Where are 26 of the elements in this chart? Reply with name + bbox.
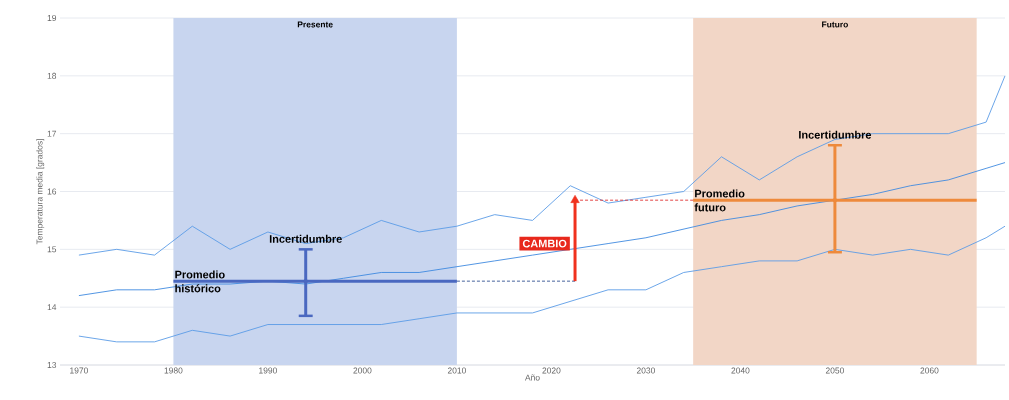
y-tick-label: 13 [47, 362, 57, 368]
x-tick-label: 2030 [636, 367, 655, 374]
y-tick-label: 14 [47, 304, 57, 311]
x-tick-label: 2000 [353, 367, 372, 374]
x-tick-label: 2060 [920, 367, 939, 374]
y-tick-label: 17 [47, 130, 57, 137]
annotation: Promedio histórico [175, 270, 225, 293]
y-tick-label: 19 [47, 15, 57, 21]
y-tick-label: 16 [47, 188, 57, 195]
band-label: Futuro [822, 21, 848, 28]
annotation: Promedio futuro [694, 189, 745, 212]
x-axis-title: Año [524, 374, 540, 381]
annotation: CAMBIO [522, 239, 567, 248]
x-tick-label: 2050 [825, 367, 844, 374]
x-tick-label: 2020 [542, 367, 561, 374]
annotation: Incertidumbre [269, 234, 342, 243]
annotation: Incertidumbre [799, 130, 872, 139]
y-axis-title: Temperatura media [grados] [36, 139, 45, 245]
x-tick-label: 1970 [70, 367, 88, 374]
x-tick-label: 1990 [259, 367, 277, 374]
band-label: Presente [297, 21, 333, 28]
x-tick-label: 1980 [164, 367, 183, 374]
y-tick-label: 15 [47, 246, 57, 253]
y-tick-label: 18 [47, 72, 57, 79]
x-tick-label: 2040 [731, 367, 750, 374]
x-tick-label: 2010 [447, 367, 466, 374]
